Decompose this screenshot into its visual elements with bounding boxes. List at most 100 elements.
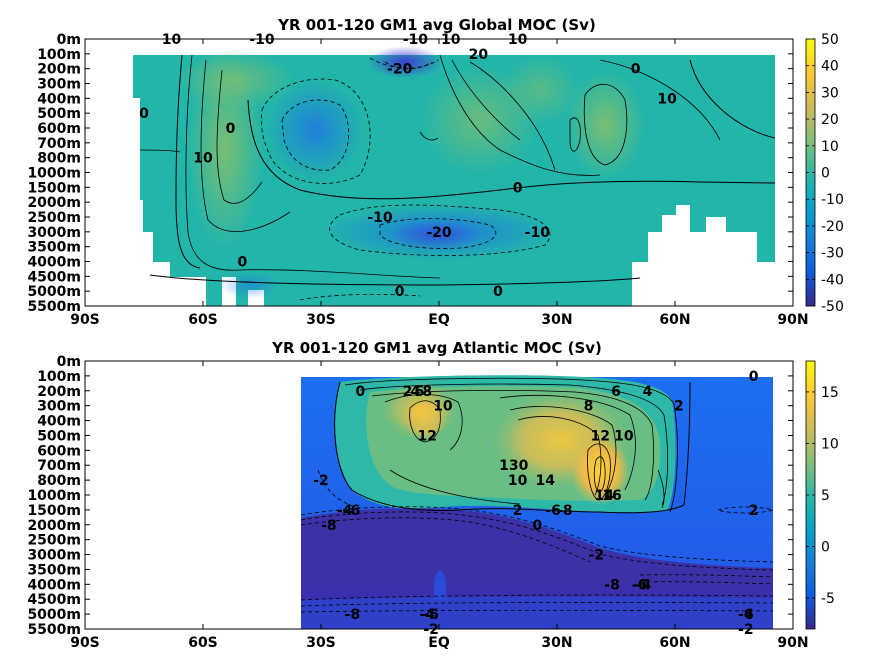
contour-label: 0 (355, 384, 365, 400)
y-tick-label: 0m (57, 354, 81, 370)
y-tick-label: 200m (37, 384, 81, 400)
colorbar-tick-label: 5 (821, 488, 830, 504)
contour-label: 130 (499, 458, 528, 474)
contour-label: 2 (749, 503, 759, 519)
atlantic-contours-positive (344, 377, 678, 513)
y-tick-label: 4000m (27, 255, 81, 271)
contour-label: 2 (674, 399, 684, 415)
colorbar-tick-label: 20 (821, 112, 839, 128)
x-tick-label: 90S (70, 635, 100, 651)
contour-label: 0 (749, 369, 759, 385)
colorbar-tick-label: -10 (821, 192, 844, 208)
y-tick-label: 2500m (27, 533, 81, 549)
y-tick-label: 3500m (27, 562, 81, 578)
y-tick-label: 600m (37, 443, 81, 459)
global-moc-panel: YR 001-120 GM1 avg Global MOC (Sv) (27, 16, 843, 328)
x-tick-label: 30S (306, 312, 336, 328)
global-tropical-negative-cell (367, 46, 443, 78)
global-contour-labels: 0 10 10 0 -10 -20 -10 20 10 10 0 10 0 -10 -20 -10 0 0 0 (139, 32, 677, 300)
atlantic-panel-title: YR 001-120 GM1 avg Atlantic MOC (Sv) (271, 339, 602, 357)
y-tick-label: 5500m (27, 299, 81, 315)
y-tick-label: 200m (37, 62, 81, 78)
contour-label: -2 (313, 473, 329, 489)
contour-label: 0 (395, 284, 405, 300)
contour-label: -8 (321, 518, 337, 534)
contour-label: -10 (367, 210, 393, 226)
contour-label: -2 (589, 548, 605, 564)
x-tick-label: 90N (777, 635, 808, 651)
contour-label: 12 (591, 428, 610, 444)
contour-label: -6 (738, 607, 754, 623)
y-tick-label: 3000m (27, 548, 81, 564)
y-tick-label: 2500m (27, 210, 81, 226)
atlantic-heatmap-field (300, 375, 775, 629)
x-tick-label: 60N (659, 635, 690, 651)
atlantic-y-axis: 0m100m200m300m400m500m600m700m800m1000m1… (27, 354, 793, 638)
global-contours-zero (149, 54, 776, 286)
colorbar-tick-label: 10 (821, 139, 839, 155)
x-tick-label: EQ (428, 635, 450, 651)
global-heatmap-field (133, 46, 776, 306)
x-tick-label: 60S (188, 635, 218, 651)
colorbar-tick-label: 50 (821, 32, 839, 48)
contour-label: -20 (387, 62, 413, 78)
contour-label: -10 (403, 32, 429, 48)
contour-label: -20 (426, 225, 452, 241)
x-tick-label: 90N (777, 312, 808, 328)
x-tick-label: 30N (541, 312, 572, 328)
colorbar-tick-label: -50 (821, 299, 844, 315)
contour-label: 10 (614, 428, 634, 444)
contour-label: -2 (738, 622, 754, 638)
colorbar-tick-label: -30 (821, 246, 844, 262)
global-y-axis: 0m100m200m300m400m500m600m700m800m1000m1… (27, 32, 793, 315)
global-contours-positive (139, 54, 721, 279)
x-tick-label: 60S (188, 312, 218, 328)
atlantic-x-axis: 90S 60S 30S EQ 30N 60N 90N (70, 361, 809, 651)
y-tick-label: 100m (37, 47, 81, 63)
y-tick-label: 1500m (27, 180, 81, 196)
contour-label: -10 (525, 225, 551, 241)
y-tick-label: 100m (37, 369, 81, 385)
y-tick-label: 800m (37, 473, 81, 489)
contour-label: 0 (513, 180, 523, 196)
contour-label: -6 (545, 503, 561, 519)
contour-label: 0 (237, 255, 247, 271)
contour-label: -2 (423, 622, 439, 638)
contour-label: 2 (513, 503, 523, 519)
y-tick-label: 3500m (27, 240, 81, 256)
colorbar-tick-label: 10 (821, 436, 839, 452)
colorbar-tick-label: -40 (821, 272, 844, 288)
global-panel-title: YR 001-120 GM1 avg Global MOC (Sv) (277, 16, 596, 34)
contour-label: 14 (594, 488, 614, 504)
contour-label: 14 (535, 473, 555, 489)
y-tick-label: 4500m (27, 269, 81, 285)
contour-label: -10 (249, 32, 275, 48)
contour-label: 0 (532, 518, 542, 534)
contour-label: 0 (226, 121, 236, 137)
y-tick-label: 600m (37, 121, 81, 137)
y-tick-label: 1000m (27, 166, 81, 182)
contour-label: 16 (602, 488, 621, 504)
contour-label: 6 (414, 384, 424, 400)
y-tick-label: 500m (37, 106, 81, 122)
contour-label: -4 (738, 607, 754, 623)
contour-label: -4 (636, 577, 652, 593)
y-tick-label: 500m (37, 428, 81, 444)
global-deep-core (390, 220, 480, 250)
contour-label: 10 (193, 151, 213, 167)
y-tick-label: 5500m (27, 622, 81, 638)
atlantic-ridge-feature (434, 571, 446, 600)
contour-label: 10 (657, 91, 677, 107)
global-abyssal-cell (220, 271, 280, 299)
contour-label: -6 (345, 503, 361, 519)
colorbar-tick-label: -5 (821, 591, 835, 607)
x-tick-label: 30N (541, 635, 572, 651)
contour-label: -6 (423, 607, 439, 623)
contour-label: 10 (508, 32, 528, 48)
global-southern-upper-cell (175, 50, 295, 110)
y-tick-label: 700m (37, 136, 81, 152)
contour-label: 6 (611, 384, 621, 400)
atlantic-moc-panel: YR 001-120 GM1 avg Atlantic MOC (Sv) (27, 339, 838, 651)
